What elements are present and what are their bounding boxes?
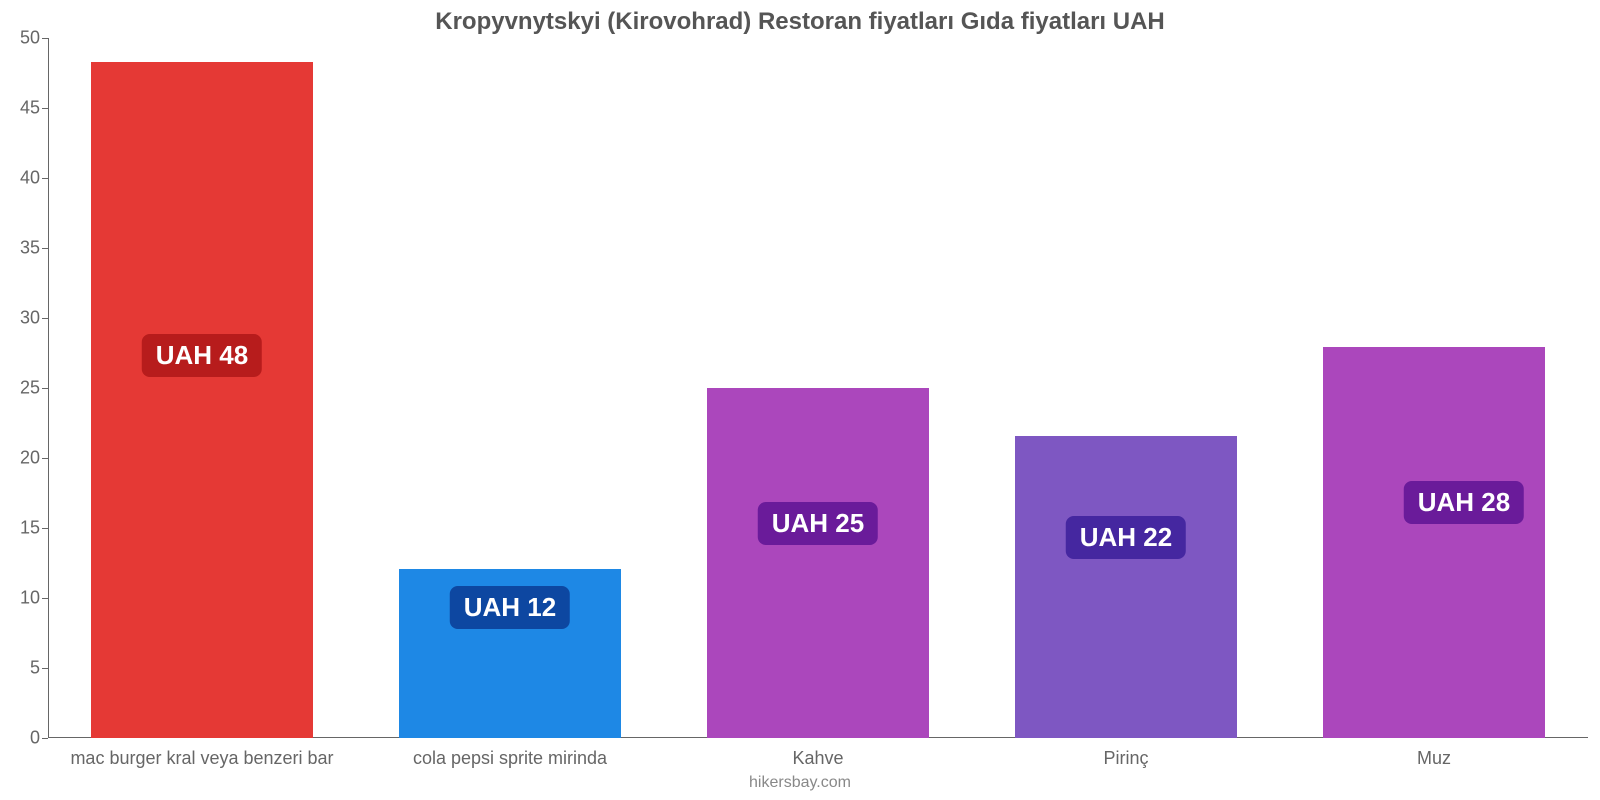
x-category-label: cola pepsi sprite mirinda <box>413 738 607 769</box>
y-tick-mark <box>42 738 48 739</box>
y-tick-mark <box>42 38 48 39</box>
y-axis-line <box>48 38 49 738</box>
y-tick-mark <box>42 458 48 459</box>
y-tick-mark <box>42 388 48 389</box>
x-category-label: mac burger kral veya benzeri bar <box>70 738 333 769</box>
x-category-label: Muz <box>1417 738 1451 769</box>
bar <box>1323 347 1545 738</box>
bar-value-badge: UAH 48 <box>142 334 262 377</box>
bar <box>91 62 313 738</box>
bar <box>1015 436 1237 738</box>
chart-title: Kropyvnytskyi (Kirovohrad) Restoran fiya… <box>0 8 1600 36</box>
bar-value-badge: UAH 28 <box>1404 481 1524 524</box>
price-bar-chart: Kropyvnytskyi (Kirovohrad) Restoran fiya… <box>0 0 1600 800</box>
y-tick-mark <box>42 178 48 179</box>
bar-value-badge: UAH 12 <box>450 586 570 629</box>
y-tick-mark <box>42 668 48 669</box>
plot-area: 05101520253035404550UAH 48mac burger kra… <box>48 38 1588 738</box>
x-category-label: Pirinç <box>1103 738 1148 769</box>
y-tick-mark <box>42 598 48 599</box>
y-tick-mark <box>42 318 48 319</box>
y-tick-mark <box>42 248 48 249</box>
bar <box>707 388 929 738</box>
bar-value-badge: UAH 22 <box>1066 516 1186 559</box>
y-tick-mark <box>42 108 48 109</box>
x-category-label: Kahve <box>792 738 843 769</box>
bar-value-badge: UAH 25 <box>758 502 878 545</box>
y-tick-mark <box>42 528 48 529</box>
chart-footer: hikersbay.com <box>0 774 1600 792</box>
